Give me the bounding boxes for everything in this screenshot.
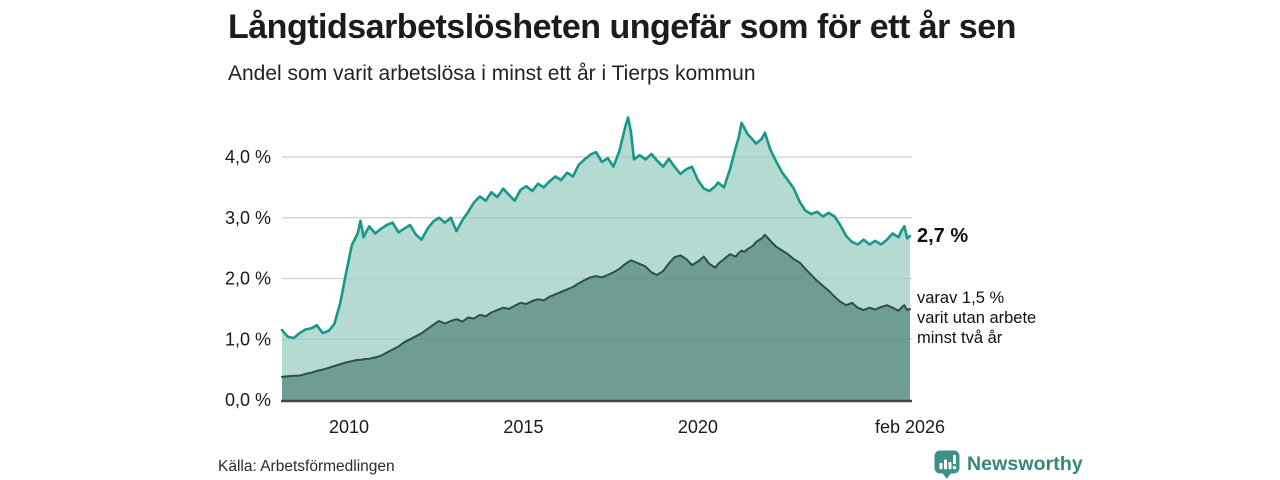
source-text: Källa: Arbetsförmedlingen <box>218 458 395 475</box>
y-tick-label: 4,0 % <box>225 147 271 167</box>
y-tick-label: 1,0 % <box>225 329 271 349</box>
y-tick-label: 2,0 % <box>225 269 271 289</box>
newsworthy-logo-icon <box>934 450 960 479</box>
x-tick-label: feb 2026 <box>875 417 945 437</box>
latest-total-value-label: 2,7 % <box>917 225 969 247</box>
twoyear-area <box>282 234 910 400</box>
annotation-line: varit utan arbete <box>917 309 1037 327</box>
brand-name: Newsworthy <box>967 452 1083 475</box>
newsworthy-brand: Newsworthy <box>934 449 1083 479</box>
x-tick-label: 2015 <box>503 417 543 437</box>
x-tick-label: 2020 <box>678 417 718 437</box>
total-line <box>280 116 912 340</box>
twoyear-line <box>281 233 911 378</box>
annotation-line: minst två år <box>917 329 1003 347</box>
chart-title: Långtidsarbetslösheten ungefär som för e… <box>228 8 1016 46</box>
chart-subtitle: Andel som varit arbetslösa i minst ett å… <box>228 62 756 85</box>
x-tick-label: 2010 <box>329 417 369 437</box>
y-tick-label: 3,0 % <box>225 208 271 228</box>
annotation-line: varav 1,5 % <box>917 289 1005 307</box>
y-tick-label: 0,0 % <box>225 390 271 410</box>
total-area <box>282 117 910 400</box>
latest-twoyear-annotation: varav 1,5 % varit utan arbete minst två … <box>917 288 1036 348</box>
